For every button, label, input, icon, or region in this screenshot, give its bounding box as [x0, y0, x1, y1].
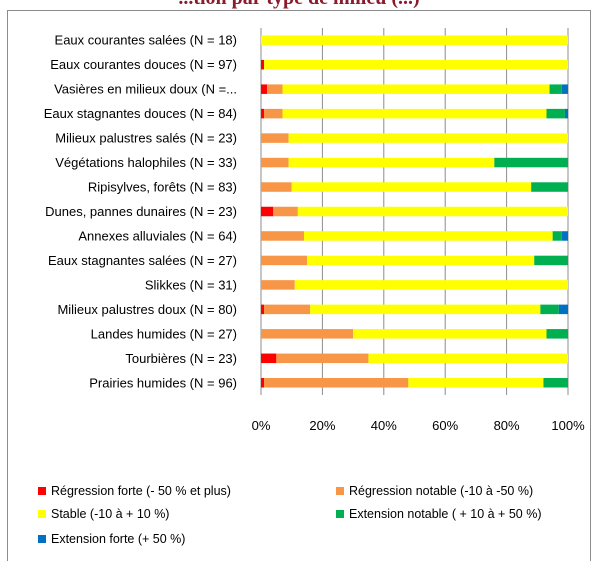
bar-segment: [297, 206, 568, 217]
x-tick-label: 0%: [252, 418, 271, 433]
category-label: Annexes alluviales (N = 64): [78, 228, 237, 243]
x-tick-label: 60%: [432, 418, 458, 433]
bar-segment: [564, 108, 568, 119]
category-label: Vasières en milieux doux (N =...: [54, 82, 237, 97]
bar-segment: [261, 133, 289, 143]
legend-item: Régression notable (-10 à -50 %): [336, 484, 533, 498]
legend-label: Extension notable ( + 10 à + 50 %): [349, 507, 542, 521]
category-label: Ripisylves, forêts (N = 83): [88, 180, 237, 195]
bar-segment: [261, 255, 308, 266]
category-label: Eaux courantes douces (N = 97): [50, 57, 237, 72]
bar-segment: [261, 231, 304, 241]
bar-segment: [261, 108, 265, 119]
bar-segment: [552, 231, 562, 241]
bar-segment: [261, 84, 268, 94]
legend-label: Régression forte (- 50 % et plus): [51, 484, 231, 498]
legend-swatch: [38, 487, 46, 495]
bar-segment: [534, 255, 568, 266]
bar-segment: [276, 353, 369, 364]
x-tick-label: 100%: [551, 418, 585, 433]
bar-segment: [261, 378, 265, 388]
bar-segment: [264, 59, 568, 70]
bar-segment: [261, 35, 568, 45]
x-tick-label: 40%: [371, 418, 397, 433]
legend-label: Extension forte (+ 50 %): [51, 532, 186, 546]
bar-segment: [540, 304, 559, 315]
bar-segment: [558, 304, 568, 315]
bar-segment: [307, 255, 535, 266]
bar-segment: [310, 304, 541, 315]
bar-segment: [261, 59, 265, 70]
category-label: Milieux palustres salés (N = 23): [55, 131, 237, 146]
bar-segment: [264, 304, 311, 315]
category-label: Eaux stagnantes douces (N = 84): [44, 106, 237, 121]
bar-segment: [288, 133, 568, 143]
category-label: Dunes, pannes dunaires (N = 23): [45, 204, 237, 219]
bar-segment: [261, 182, 292, 192]
bar-segment: [546, 108, 565, 119]
legend-label: Régression notable (-10 à -50 %): [349, 484, 534, 498]
category-label: Landes humides (N = 27): [91, 326, 237, 341]
bar-segment: [294, 280, 568, 290]
bar-segment: [549, 84, 562, 94]
category-label: Slikkes (N = 31): [145, 277, 237, 292]
legend-item: Régression forte (- 50 % et plus): [38, 484, 231, 498]
bar-segment: [543, 378, 568, 388]
legend-item: Extension notable ( + 10 à + 50 %): [336, 507, 542, 521]
legend-swatch: [38, 510, 46, 518]
bar-segment: [531, 182, 568, 192]
category-label: Végétations halophiles (N = 33): [55, 155, 237, 170]
bar-segment: [261, 304, 265, 315]
legend-label: Stable (-10 à + 10 %): [51, 507, 170, 521]
bar-segment: [267, 84, 283, 94]
bar-segment: [282, 108, 547, 119]
category-label: Eaux stagnantes salées (N = 27): [48, 253, 237, 268]
bar-segment: [561, 231, 568, 241]
legend-swatch: [38, 535, 46, 543]
bar-segment: [261, 280, 295, 290]
legend-swatch: [336, 510, 344, 518]
bar-segment: [261, 353, 277, 364]
x-tick-label: 20%: [309, 418, 335, 433]
chart-title: ...tion par type de milieu (...): [0, 0, 598, 10]
bar-segment: [261, 157, 289, 168]
legend-item: Stable (-10 à + 10 %): [38, 507, 169, 521]
bar-segment: [303, 231, 553, 241]
bar-segment: [288, 157, 495, 168]
bar-segment: [408, 378, 544, 388]
bar-segment: [282, 84, 550, 94]
bar-segment: [261, 206, 274, 217]
bar-segment: [273, 206, 298, 217]
legend-item: Extension forte (+ 50 %): [38, 532, 185, 546]
x-tick-label: 80%: [494, 418, 520, 433]
bar-segment: [353, 329, 547, 339]
bar-segment: [546, 329, 568, 339]
category-label: Milieux palustres doux (N = 80): [57, 302, 237, 317]
bar-segment: [264, 108, 283, 119]
bar-segment: [261, 329, 354, 339]
bar-segment: [264, 378, 409, 388]
category-label: Eaux courantes salées (N = 18): [55, 33, 237, 48]
bar-segment: [368, 353, 568, 364]
chart-frame: [7, 10, 591, 561]
bar-segment: [561, 84, 568, 94]
bar-segment: [494, 157, 568, 168]
legend-swatch: [336, 487, 344, 495]
category-label: Prairies humides (N = 96): [89, 375, 237, 390]
bar-segment: [291, 182, 532, 192]
category-label: Tourbières (N = 23): [125, 351, 237, 366]
